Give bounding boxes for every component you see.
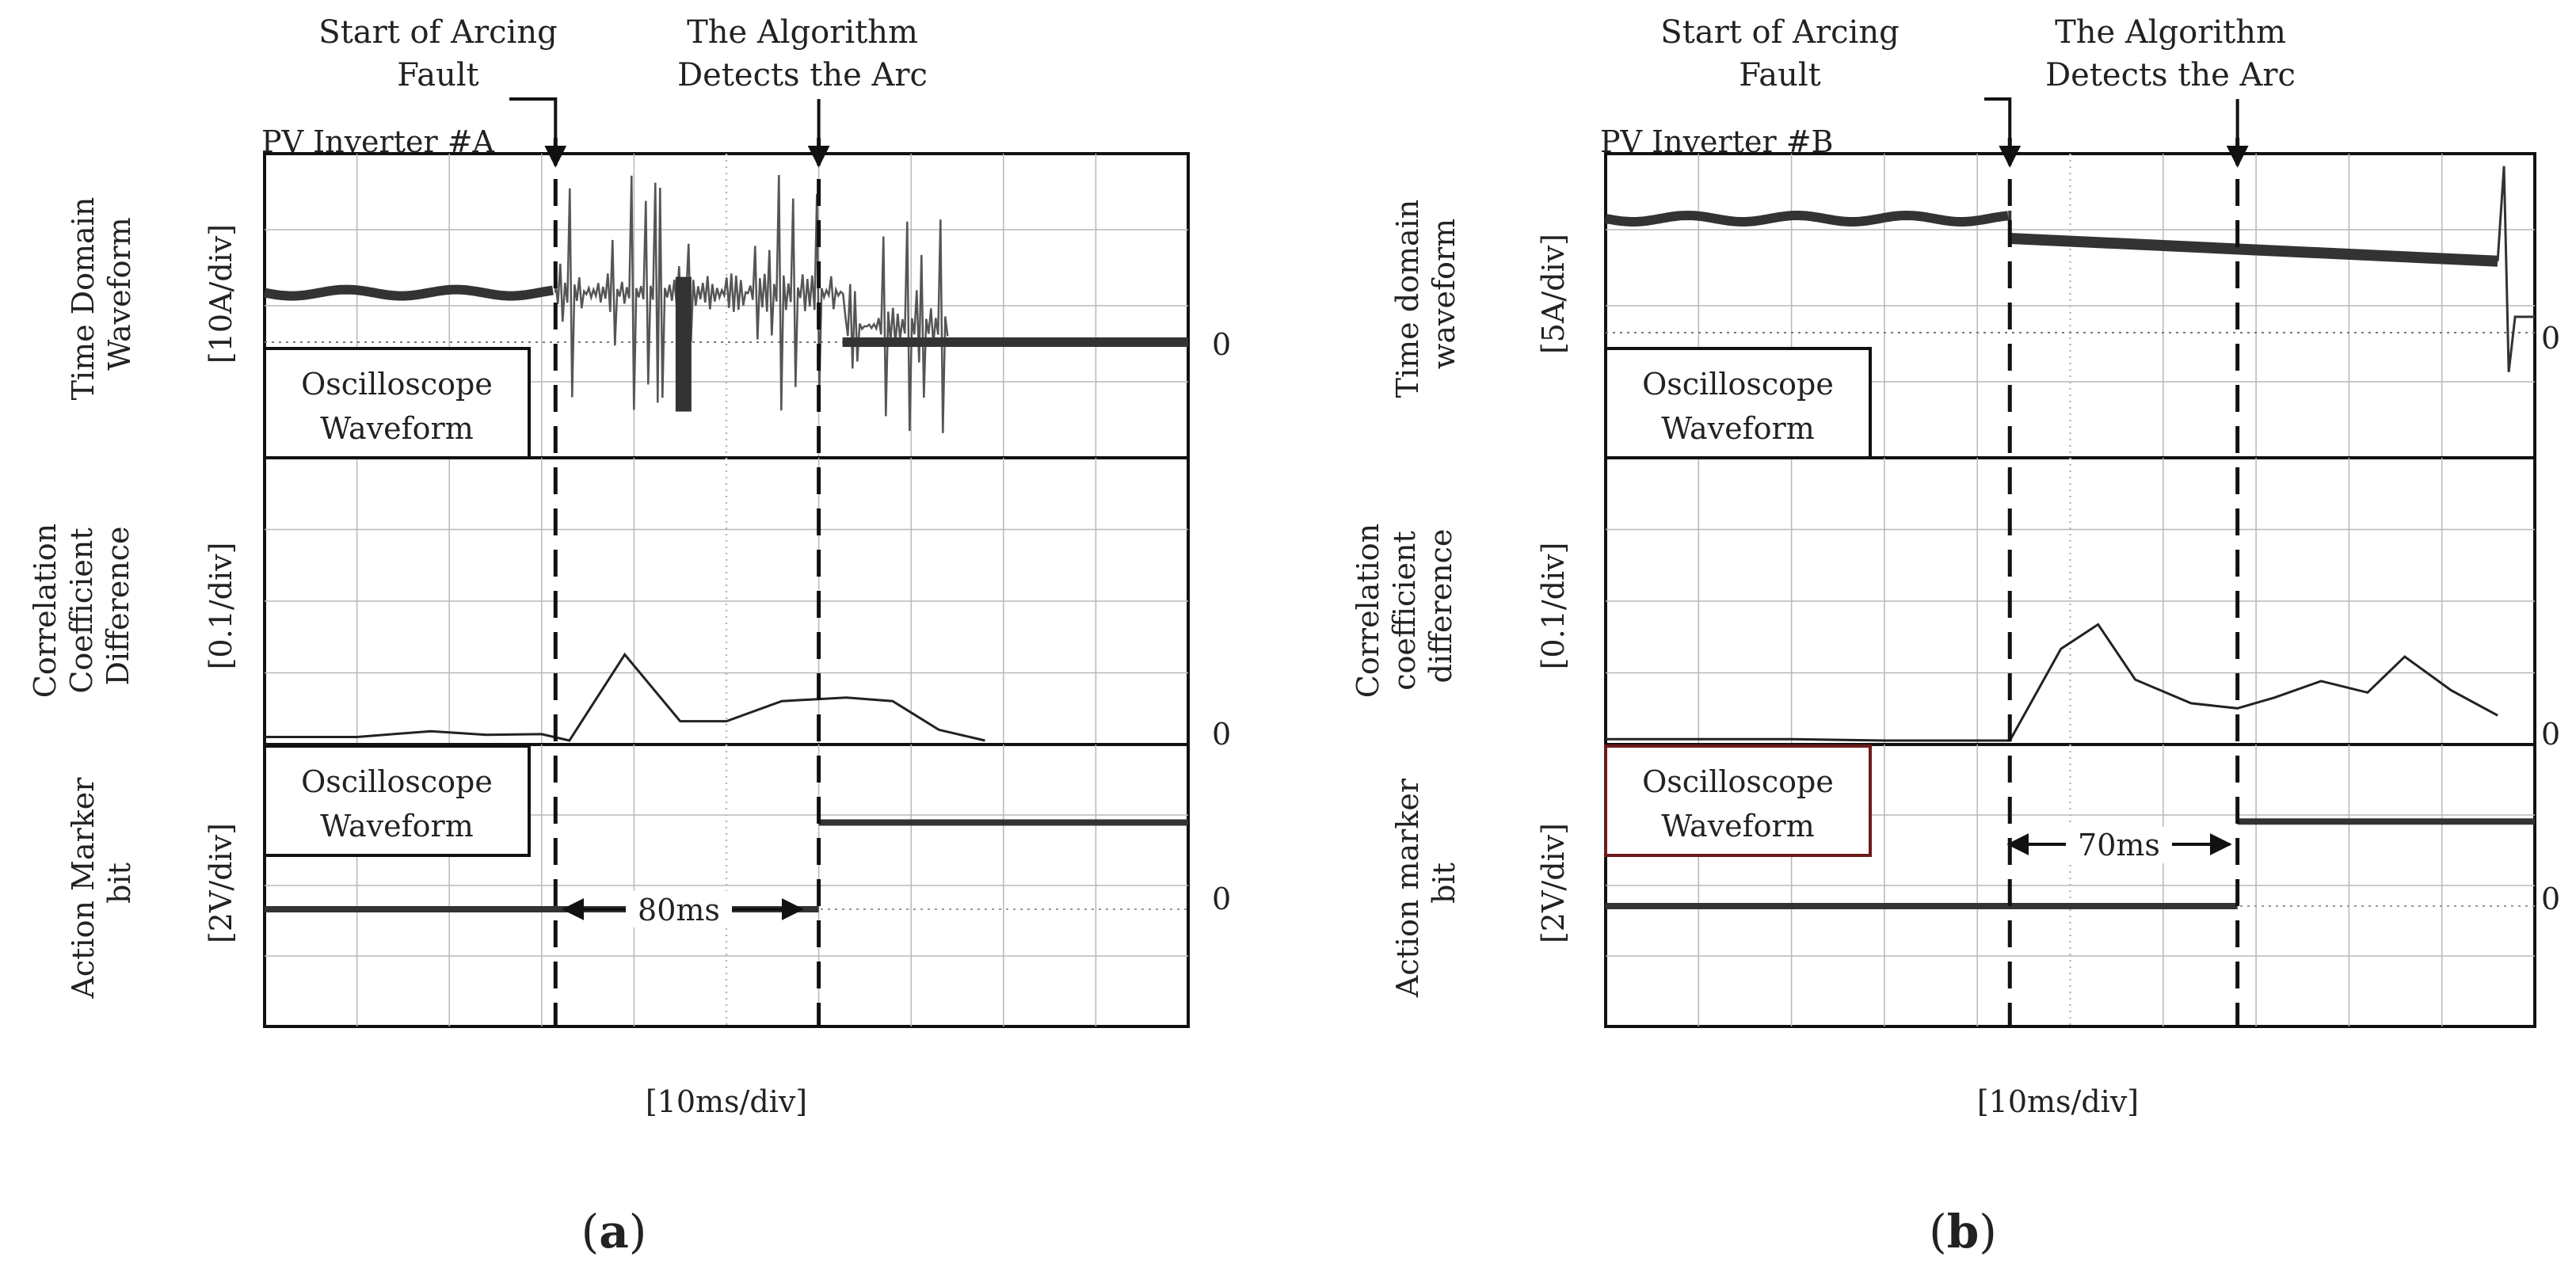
panel-b-row1-ylabel-line2: waveform (1427, 219, 1461, 369)
panel-a-row1-zero-label: 0 (1212, 327, 1231, 362)
panel-b-row1-box-line1: Oscilloscope (1642, 367, 1834, 402)
panel-a-row3-box-line1: Oscilloscope (301, 764, 493, 799)
panel-a-xlabel: [10ms/div] (646, 1084, 807, 1119)
panel-b-row3-box-line2: Waveform (1661, 809, 1815, 844)
panel-a-start-annotation-arrow (509, 97, 567, 168)
panel-b-row3-unit: [2V/div] (1536, 823, 1571, 943)
panel-b-row1-unit: [5A/div] (1536, 234, 1571, 354)
panel-a-interval-label-bg (626, 891, 732, 927)
panel-a-row2-ylabel-line1: Correlation (28, 524, 63, 698)
panel-b-row2-ylabel-line1: Correlation (1351, 524, 1385, 698)
panel-a-interval-label: 80ms (638, 893, 720, 927)
panel-a-row1-box-line1: Oscilloscope (301, 367, 493, 402)
panel-b-interval-label-bg (2066, 827, 2172, 863)
panel-b-row2-unit: [0.1/div] (1536, 543, 1571, 670)
panel-b-row1-trace-postfault (2009, 232, 2498, 267)
panel-b: PV Inverter #B Start of Arcing Fault The… (1351, 14, 2560, 1259)
panel-b-row3-zero-label: 0 (2541, 882, 2560, 916)
panel-b-row1-trace-spike (2496, 166, 2535, 372)
panel-b-interval-label: 70ms (2078, 828, 2160, 863)
panel-a-row1-trace-burst (675, 276, 692, 412)
panel-b-xlabel: [10ms/div] (1977, 1084, 2139, 1119)
panel-a-row3-ylabel-line2: bit (102, 863, 137, 904)
panel-b-row3-ylabel: Action marker bit (1390, 769, 1461, 998)
panel-a-row3-ylabel: Action Marker bit (66, 767, 137, 999)
panel-a-inverter-title: PV Inverter #A (261, 124, 495, 159)
panel-a-row1-ylabel-line1: Time Domain (66, 197, 101, 401)
panel-a-start-annotation-line1: Start of Arcing (318, 14, 557, 51)
panel-b-row2-series-line (1606, 623, 2498, 742)
panel-a-row2-series-line (265, 652, 985, 742)
panel-b-start-annotation-arrow (1984, 97, 2022, 168)
panel-b-row2-ylabel-line3: difference (1423, 529, 1458, 684)
panel-a-row2-unit: [0.1/div] (204, 543, 238, 670)
panel-a-row3-unit: [2V/div] (204, 823, 238, 943)
panel-b-detect-annotation-line2: Detects the Arc (2045, 57, 2296, 93)
panel-b-start-annotation-line2: Fault (1739, 57, 1821, 93)
panel-b-row1-ylabel-line1: Time domain (1390, 200, 1425, 398)
panel-a-row1-trace-prefault (263, 284, 554, 301)
panel-a-row2-ylabel: Correlation Coefficient Difference (28, 514, 135, 698)
panel-b-row1-box-line2: Waveform (1661, 411, 1815, 446)
panel-a-row2-ylabel-line3: Difference (101, 526, 135, 685)
panel-a-row3-zero-label: 0 (1212, 882, 1231, 916)
panel-a-row1-box-line2: Waveform (320, 411, 474, 446)
panel-b-inverter-title: PV Inverter #B (1600, 124, 1833, 159)
panel-a-plot (263, 97, 1190, 1028)
panel-b-row3-oscilloscope-box (1604, 745, 1872, 857)
panel-b-row1-trace-prefault (1604, 210, 2009, 227)
panel-b-row3-ylabel-line1: Action marker (1390, 778, 1425, 998)
panel-b-caption-letter: b (1947, 1205, 1980, 1259)
panel-a-row3-oscilloscope-box (263, 745, 531, 857)
panel-a-caption: (a) (581, 1205, 647, 1259)
panel-b-row2-ylabel-line2: coefficient (1387, 531, 1422, 690)
panel-a-detect-annotation-line2: Detects the Arc (677, 57, 928, 93)
panel-b-row1-oscilloscope-box (1604, 347, 1872, 459)
panel-a-row1-oscilloscope-box (263, 347, 531, 459)
panel-b-row1-zero-label: 0 (2541, 321, 2560, 356)
panel-a-caption-letter: a (599, 1205, 629, 1259)
panel-a-row1-trace-arc-noise (554, 174, 949, 433)
panel-a: PV Inverter #A Start of Arcing Fault The… (28, 14, 1231, 1259)
panel-a-row2-zero-label: 0 (1212, 717, 1231, 752)
panel-a-start-annotation-line2: Fault (397, 57, 479, 93)
panel-b-detect-annotation-line1: The Algorithm (2055, 14, 2286, 51)
panel-a-row2-ylabel-line2: Coefficient (64, 527, 99, 693)
panel-a-row3-ylabel-line1: Action Marker (66, 777, 101, 1000)
panel-a-row1-ylabel-line2: Waveform (102, 217, 137, 371)
panel-b-plot (1604, 97, 2536, 1028)
panel-b-row1-ylabel: Time domain waveform (1390, 190, 1461, 398)
panel-b-start-annotation-line1: Start of Arcing (1660, 14, 1899, 51)
panel-a-detect-annotation-line1: The Algorithm (687, 14, 918, 51)
panel-a-row1-ylabel: Time Domain Waveform (66, 188, 137, 401)
panel-a-row3-box-line2: Waveform (320, 809, 474, 844)
panel-a-row1-unit: [10A/div] (204, 224, 238, 364)
panel-b-row2-zero-label: 0 (2541, 717, 2560, 752)
panel-b-row3-box-line1: Oscilloscope (1642, 764, 1834, 799)
panel-b-row2-ylabel: Correlation coefficient difference (1351, 514, 1458, 698)
panel-b-row3-ylabel-line2: bit (1427, 863, 1461, 904)
panel-b-caption: (b) (1929, 1205, 1997, 1259)
